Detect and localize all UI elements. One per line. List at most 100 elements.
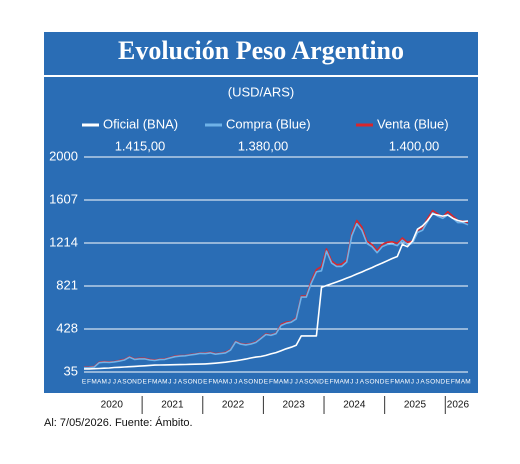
x-tick-label: D bbox=[258, 379, 263, 386]
x-tick-label: M bbox=[152, 379, 157, 386]
x-tick-label: A bbox=[299, 379, 304, 386]
x-tick-label: F bbox=[451, 379, 455, 386]
x-tick-label: M bbox=[273, 379, 278, 386]
x-tick-label: N bbox=[314, 379, 319, 386]
x-tick-label: A bbox=[461, 379, 466, 386]
latest-value: 1.380,00 bbox=[238, 138, 289, 153]
x-tick-label: A bbox=[218, 379, 223, 386]
year-label: 2020 bbox=[101, 400, 124, 411]
x-tick-label: M bbox=[223, 379, 228, 386]
x-tick-label: A bbox=[158, 379, 163, 386]
x-tick-label: N bbox=[375, 379, 380, 386]
x-tick-label: A bbox=[400, 379, 405, 386]
latest-value: 1.415,00 bbox=[115, 138, 166, 153]
chart-subtitle: (USD/ARS) bbox=[228, 84, 294, 99]
latest-value: 1.400,00 bbox=[389, 138, 440, 153]
x-tick-label: M bbox=[455, 379, 460, 386]
x-tick-label: S bbox=[304, 379, 309, 386]
x-tick-label: A bbox=[238, 379, 243, 386]
x-tick-label: F bbox=[330, 379, 334, 386]
x-tick-label: A bbox=[178, 379, 183, 386]
x-tick-label: M bbox=[405, 379, 410, 386]
x-tick-label: J bbox=[411, 379, 414, 386]
x-tick-label: N bbox=[193, 379, 198, 386]
x-tick-label: N bbox=[435, 379, 440, 386]
x-tick-label: M bbox=[395, 379, 400, 386]
x-tick-label: J bbox=[350, 379, 353, 386]
y-tick-label: 2000 bbox=[49, 148, 78, 163]
x-tick-label: E bbox=[324, 379, 329, 386]
x-tick-label: F bbox=[269, 379, 273, 386]
x-tick-label: J bbox=[355, 379, 358, 386]
legend-label: Venta (Blue) bbox=[377, 116, 449, 131]
x-tick-label: S bbox=[365, 379, 370, 386]
x-tick-label: M bbox=[213, 379, 218, 386]
x-tick-label: D bbox=[380, 379, 385, 386]
x-tick-label: D bbox=[198, 379, 203, 386]
x-tick-label: J bbox=[113, 379, 116, 386]
y-tick-label: 1214 bbox=[49, 234, 78, 249]
x-tick-label: E bbox=[142, 379, 147, 386]
year-label: 2024 bbox=[343, 400, 366, 411]
year-label: 2023 bbox=[283, 400, 306, 411]
x-tick-label: S bbox=[244, 379, 249, 386]
year-label: 2022 bbox=[222, 400, 245, 411]
x-tick-label: M bbox=[465, 379, 470, 386]
x-tick-label: E bbox=[446, 379, 451, 386]
x-tick-label: A bbox=[360, 379, 365, 386]
x-tick-label: A bbox=[279, 379, 284, 386]
x-tick-label: O bbox=[188, 379, 193, 386]
x-tick-label: F bbox=[208, 379, 212, 386]
x-tick-label: J bbox=[229, 379, 232, 386]
x-tick-label: J bbox=[108, 379, 111, 386]
x-tick-label: D bbox=[440, 379, 445, 386]
x-tick-label: O bbox=[309, 379, 314, 386]
x-tick-label: O bbox=[248, 379, 253, 386]
x-tick-label: N bbox=[132, 379, 137, 386]
x-tick-label: A bbox=[420, 379, 425, 386]
series-line bbox=[83, 212, 469, 369]
x-tick-label: J bbox=[295, 379, 298, 386]
x-tick-label: M bbox=[162, 379, 167, 386]
year-label: 2025 bbox=[404, 400, 427, 411]
x-tick-label: J bbox=[173, 379, 176, 386]
x-tick-label: M bbox=[344, 379, 349, 386]
legend-label: Oficial (BNA) bbox=[103, 116, 178, 131]
series-line bbox=[84, 213, 469, 370]
x-tick-label: S bbox=[183, 379, 188, 386]
x-tick-label: J bbox=[290, 379, 293, 386]
x-tick-label: A bbox=[97, 379, 102, 386]
x-tick-label: J bbox=[234, 379, 237, 386]
x-tick-label: E bbox=[385, 379, 390, 386]
x-tick-label: E bbox=[203, 379, 208, 386]
x-tick-label: M bbox=[91, 379, 96, 386]
x-tick-label: F bbox=[87, 379, 91, 386]
x-tick-label: M bbox=[101, 379, 106, 386]
x-tick-label: O bbox=[369, 379, 374, 386]
x-tick-label: N bbox=[253, 379, 258, 386]
y-tick-label: 1607 bbox=[49, 191, 78, 206]
y-tick-label: 821 bbox=[56, 277, 78, 292]
x-tick-label: S bbox=[122, 379, 127, 386]
x-tick-label: D bbox=[137, 379, 142, 386]
footnote: Al: 7/05/2026. Fuente: Ámbito. bbox=[44, 416, 193, 429]
x-tick-label: F bbox=[148, 379, 152, 386]
x-tick-label: E bbox=[264, 379, 269, 386]
chart-title: Evolución Peso Argentino bbox=[118, 36, 404, 65]
y-tick-label: 428 bbox=[56, 320, 78, 335]
x-tick-label: J bbox=[416, 379, 419, 386]
x-tick-label: E bbox=[82, 379, 87, 386]
legend-label: Compra (Blue) bbox=[226, 116, 311, 131]
x-tick-label: O bbox=[127, 379, 132, 386]
x-tick-label: D bbox=[319, 379, 324, 386]
x-tick-label: F bbox=[390, 379, 394, 386]
x-tick-label: A bbox=[117, 379, 122, 386]
x-tick-label: M bbox=[334, 379, 339, 386]
y-tick-label: 35 bbox=[64, 363, 78, 378]
x-tick-label: J bbox=[168, 379, 171, 386]
plot-area bbox=[84, 157, 468, 372]
x-tick-label: M bbox=[283, 379, 288, 386]
x-tick-label: O bbox=[430, 379, 435, 386]
year-label: 2021 bbox=[161, 400, 184, 411]
